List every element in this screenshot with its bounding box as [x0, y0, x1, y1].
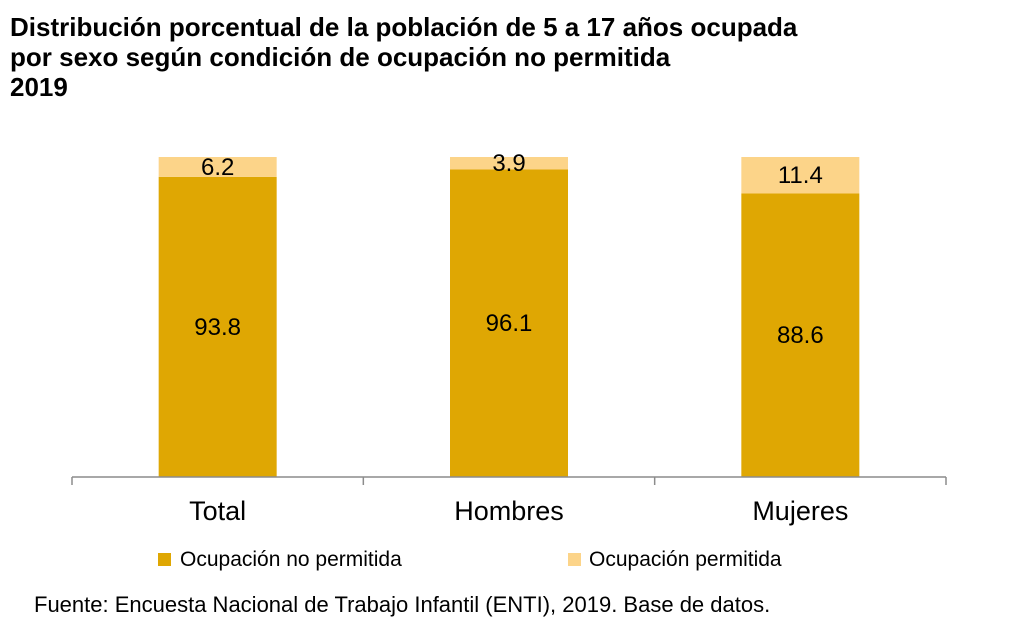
- category-label-mujeres: Mujeres: [752, 496, 848, 526]
- value-label-hombres-ocupacion-permitida: 3.9: [492, 150, 525, 177]
- chart-title-line-2: por sexo según condición de ocupación no…: [10, 42, 671, 72]
- stacked-bar-chart: 93.8 6.2 96.1 3.9 88.6 11.4 Total Hombres Mujer…: [71, 150, 947, 571]
- bar-total-ocupacion-no-permitida: [158, 176, 277, 477]
- bar-total-ocupacion-permitida: [158, 157, 277, 177]
- legend-swatch-ocupacion-no-permitida: [158, 553, 171, 566]
- category-labels-group: Total Hombres Mujeres: [189, 496, 848, 526]
- bar-mujeres-ocupacion-permitida: [741, 157, 860, 194]
- legend: Ocupación no permitida Ocupación permiti…: [158, 548, 782, 571]
- value-labels-group: 93.8 6.2 96.1 3.9 88.6 11.4: [194, 150, 823, 349]
- value-label-total-ocupacion-no-permitida: 93.8: [194, 314, 241, 341]
- legend-label-ocupacion-no-permitida: Ocupación no permitida: [180, 548, 402, 571]
- bar-hombres-ocupacion-permitida: [450, 157, 568, 170]
- value-label-total-ocupacion-permitida: 6.2: [201, 154, 234, 181]
- legend-swatch-ocupacion-permitida: [568, 553, 581, 566]
- legend-label-ocupacion-permitida: Ocupación permitida: [589, 548, 782, 571]
- chart-title: Distribución porcentual de la población …: [10, 12, 1018, 102]
- value-label-mujeres-ocupacion-permitida: 11.4: [778, 162, 823, 189]
- bar-hombres-ocupacion-no-permitida: [450, 169, 568, 478]
- category-label-total: Total: [189, 496, 246, 526]
- chart-title-line-1: Distribución porcentual de la población …: [10, 12, 798, 42]
- value-label-mujeres-ocupacion-no-permitida: 88.6: [777, 322, 824, 349]
- x-axis: [71, 476, 947, 485]
- bar-mujeres-ocupacion-no-permitida: [741, 193, 860, 478]
- category-label-hombres: Hombres: [454, 496, 564, 526]
- value-label-hombres-ocupacion-no-permitida: 96.1: [486, 310, 533, 337]
- chart-title-line-3: 2019: [10, 72, 68, 102]
- source-note: Fuente: Encuesta Nacional de Trabajo Inf…: [34, 592, 771, 617]
- bars-group: [158, 157, 860, 478]
